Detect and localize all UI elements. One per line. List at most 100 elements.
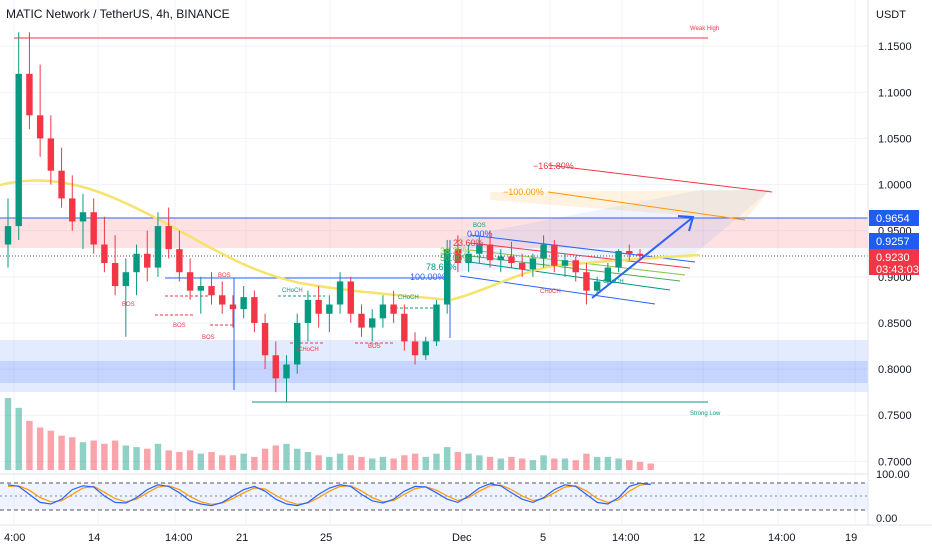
candle-body — [518, 262, 526, 270]
candle-body — [379, 304, 387, 319]
volume-bar — [551, 458, 558, 470]
candle-body — [47, 138, 55, 171]
choch-label-3: CHoCH — [398, 295, 419, 301]
candle-body — [272, 355, 280, 379]
x-tick-label: 14:00 — [612, 532, 640, 544]
currency-label: USDT — [876, 9, 906, 21]
volume-bar — [486, 456, 494, 470]
volume-bar — [90, 440, 97, 470]
candle-body — [358, 313, 365, 328]
candle-body — [26, 73, 33, 116]
candle-body — [454, 249, 462, 263]
volume-bar — [58, 435, 65, 470]
weak-high-label: Weak High — [690, 26, 719, 32]
bos-label-1: BOS — [122, 302, 135, 308]
candle-body — [251, 297, 258, 323]
candle-body — [561, 260, 569, 266]
price-tag-resistance: 0.9654 — [876, 213, 910, 225]
volume-bar — [433, 453, 440, 470]
volume-bar — [219, 455, 226, 470]
volume-bar — [4, 398, 12, 470]
volume-bar — [315, 455, 322, 470]
price-tag-resistance-bg — [869, 210, 919, 226]
candles — [4, 32, 644, 402]
volume-bar — [261, 448, 269, 470]
fib-label-100: 100.00% — [410, 272, 446, 282]
price-tag-current: 0.9230 — [876, 252, 910, 264]
candle-body — [508, 256, 515, 263]
volume-bar — [476, 455, 483, 470]
x-tick-label: 4:00 — [4, 532, 25, 544]
volume-bar — [197, 453, 205, 470]
time-axis[interactable]: 4:00 14 14:00 21 25 Dec 5 14:00 12 14:00 19 — [0, 524, 932, 544]
candle-body — [165, 226, 172, 250]
candle-body — [186, 272, 194, 291]
bos-label-5: BOS — [473, 223, 486, 229]
volume-bar — [133, 447, 140, 470]
candle-body — [69, 198, 76, 222]
price-tag-level-bg — [869, 233, 919, 249]
x-tick-label: 5 — [540, 532, 546, 544]
volume-bar — [626, 460, 633, 470]
fib-label-50: 50.00% — [440, 253, 471, 263]
candle-body — [229, 304, 237, 310]
x-tick-label: Dec — [452, 532, 472, 544]
y-tick-label: 1.1000 — [878, 87, 912, 99]
volume-bar — [540, 455, 547, 470]
volume-bar — [647, 463, 654, 470]
candle-body — [144, 253, 151, 268]
volume-bar — [294, 448, 301, 470]
candle-body — [111, 262, 119, 287]
volume-bar — [111, 440, 119, 470]
volume-bar — [604, 456, 612, 470]
candle-body — [604, 267, 612, 282]
volume-bar — [176, 452, 183, 470]
candle-body — [636, 253, 644, 256]
x-tick-label: 12 — [693, 532, 705, 544]
price-axis[interactable]: USDT 1.15001.10001.05001.00000.95000.900… — [867, 0, 912, 525]
candle-body — [401, 313, 408, 342]
candle-body — [626, 250, 633, 254]
candle-body — [208, 286, 215, 296]
choch-label-4: CHoCH — [540, 289, 561, 295]
stoch-d-line — [7, 483, 651, 505]
candle-body — [154, 226, 162, 268]
volume-bar — [358, 456, 365, 470]
volume-bar — [336, 453, 344, 470]
volume-bar — [379, 456, 387, 470]
strong-low-label: Strong Low — [690, 411, 721, 417]
volume-bar — [422, 456, 429, 470]
volume-bar — [636, 461, 644, 470]
volume-bar — [186, 450, 194, 470]
price-tag-level: 0.9257 — [876, 236, 910, 248]
price-tag-current-bg — [869, 249, 919, 275]
fib-label-786: 78.60% — [426, 262, 457, 272]
fib-label-236: 23.60% — [453, 238, 484, 248]
fib-label-100neg: −100.00% — [503, 187, 544, 197]
volume-bar — [497, 458, 504, 470]
volume-bar — [529, 460, 537, 470]
candle-body — [90, 212, 97, 245]
candle-body — [593, 281, 601, 291]
y-tick-label: 0.7500 — [878, 410, 912, 422]
candle-body — [4, 226, 12, 245]
volume-bars — [4, 398, 654, 470]
choch-label-2: CHoCH — [298, 347, 319, 353]
bos-label-3: BOS — [202, 335, 215, 341]
candle-body — [540, 244, 547, 259]
candle-body — [79, 212, 87, 222]
candle-body — [219, 295, 226, 305]
y-tick-label: 1.0500 — [878, 133, 912, 145]
volume-bar — [508, 456, 515, 470]
candle-body — [336, 281, 344, 305]
candle-body — [390, 304, 397, 314]
y-tick-label: 0.7000 — [878, 456, 912, 468]
x-tick-label: 14 — [88, 532, 100, 544]
candle-body — [294, 322, 301, 365]
x-tick-label: 14:00 — [768, 532, 796, 544]
projection-arrow — [591, 215, 695, 299]
candle-body — [261, 322, 269, 356]
supply-zone — [0, 218, 868, 248]
candle-body — [476, 244, 483, 254]
